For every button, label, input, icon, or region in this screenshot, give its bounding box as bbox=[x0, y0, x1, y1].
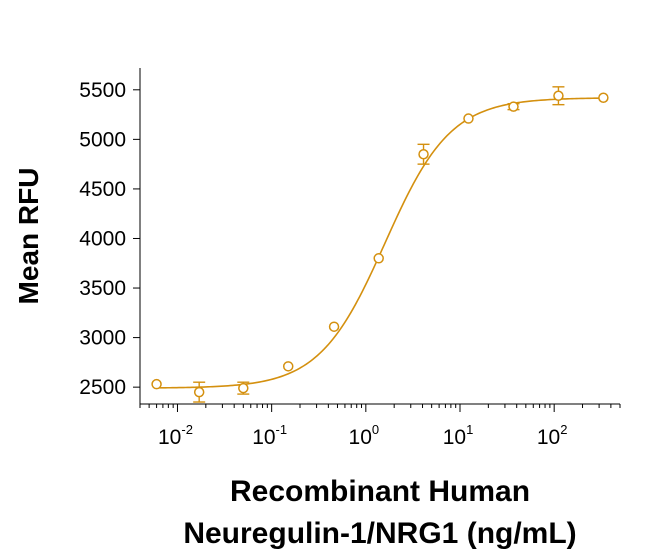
x-tick-label-base: 10 bbox=[158, 426, 181, 449]
x-tick-label-base: 10 bbox=[443, 426, 466, 449]
y-tick-label: 3000 bbox=[79, 327, 126, 350]
fit-curve bbox=[156, 97, 604, 389]
x-tick-label-exponent: 0 bbox=[372, 422, 379, 437]
x-tick-label-exponent: -2 bbox=[181, 422, 193, 437]
x-tick-label: 100 bbox=[349, 422, 380, 449]
x-tick-label-exponent: -1 bbox=[276, 422, 288, 437]
data-point bbox=[418, 148, 429, 160]
y-axis-title: Mean RFU bbox=[13, 168, 44, 305]
data-point bbox=[463, 113, 474, 124]
x-tick-label-exponent: 1 bbox=[466, 422, 473, 437]
x-axis-title-line1: Recombinant Human bbox=[230, 475, 530, 508]
x-axis-title-line2: Neuregulin-1/NRG1 (ng/mL) bbox=[183, 517, 576, 550]
y-tick-label: 5000 bbox=[79, 128, 126, 151]
x-tick-label-base: 10 bbox=[537, 426, 560, 449]
x-tick-label-base: 10 bbox=[252, 426, 275, 449]
data-point bbox=[598, 92, 609, 103]
data-point bbox=[151, 378, 162, 390]
x-tick-label: 10-1 bbox=[252, 422, 287, 449]
x-tick-label: 102 bbox=[537, 422, 568, 449]
x-tick-label: 10-2 bbox=[158, 422, 193, 449]
data-point bbox=[238, 382, 249, 394]
data-point bbox=[553, 90, 564, 102]
data-point bbox=[193, 386, 205, 398]
data-point bbox=[282, 361, 294, 372]
x-tick-label-base: 10 bbox=[349, 426, 372, 449]
y-tick-label: 5500 bbox=[79, 79, 126, 102]
data-point bbox=[373, 253, 384, 264]
x-tick-label: 101 bbox=[443, 422, 474, 449]
data-point bbox=[508, 101, 519, 112]
y-tick-label: 2500 bbox=[79, 376, 126, 399]
y-tick-label: 3500 bbox=[79, 277, 126, 300]
data-point bbox=[328, 321, 340, 332]
y-tick-label: 4000 bbox=[79, 227, 126, 250]
y-tick-label: 4500 bbox=[79, 178, 126, 201]
x-tick-label-exponent: 2 bbox=[560, 422, 567, 437]
